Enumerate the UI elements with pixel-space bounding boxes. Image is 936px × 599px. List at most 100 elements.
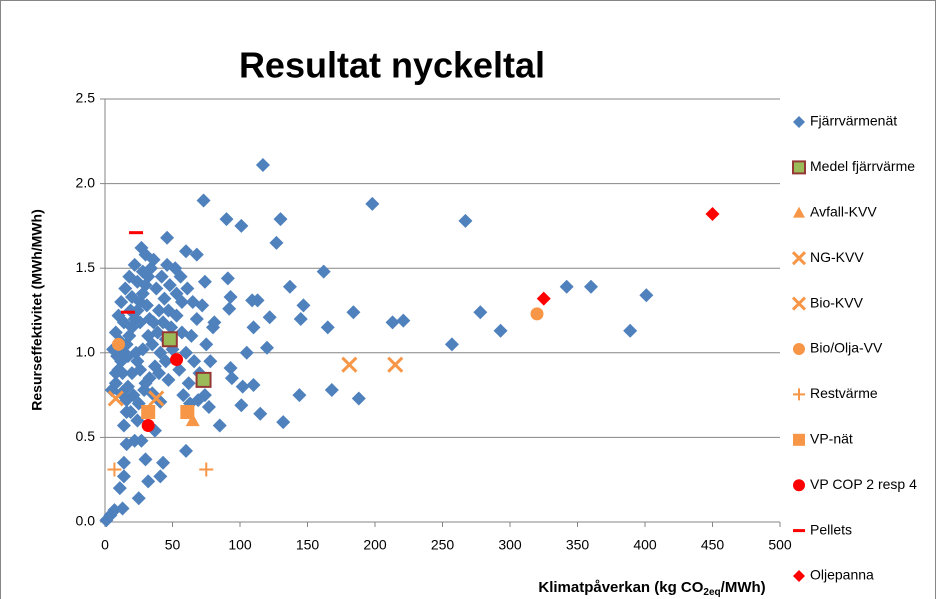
- marker: [141, 405, 156, 420]
- marker: [293, 311, 308, 326]
- x-axis-label-sub: 2eq: [703, 587, 720, 598]
- marker: [146, 252, 161, 267]
- marker: [246, 377, 261, 392]
- y-tick-label: 0.5: [76, 428, 96, 444]
- legend-label: NG-KVV: [810, 249, 864, 265]
- y-axis-label: Resurseffektivitet (MWh/MWh): [29, 209, 45, 410]
- x-tick-label: 0: [101, 537, 109, 553]
- marker: [135, 264, 150, 279]
- x-axis-label-part: /MWh): [721, 579, 766, 596]
- marker: [187, 354, 202, 369]
- marker: [157, 291, 172, 306]
- marker: [138, 452, 153, 467]
- x-tick-label: 500: [768, 537, 792, 553]
- x-axis-label: Klimatpåverkan (kg CO2eq/MWh): [538, 579, 765, 598]
- marker: [110, 349, 125, 364]
- marker: [473, 305, 488, 320]
- marker: [705, 207, 720, 222]
- marker: [791, 251, 807, 266]
- marker: [623, 323, 638, 338]
- marker: [131, 491, 146, 506]
- marker: [115, 501, 130, 516]
- marker: [793, 388, 805, 401]
- marker: [139, 298, 154, 313]
- marker: [316, 264, 331, 279]
- marker: [203, 354, 218, 369]
- marker: [792, 160, 806, 175]
- marker: [493, 323, 508, 338]
- marker: [179, 443, 193, 458]
- marker: [112, 337, 125, 351]
- marker: [220, 271, 235, 286]
- marker: [320, 320, 335, 335]
- marker: [150, 325, 165, 340]
- marker: [793, 433, 805, 446]
- marker: [224, 371, 239, 386]
- marker: [234, 398, 249, 413]
- marker: [282, 279, 297, 294]
- marker: [152, 366, 166, 381]
- marker: [793, 116, 805, 128]
- legend-label: VP-nät: [810, 431, 853, 447]
- marker: [141, 419, 155, 433]
- legend-label: Restvärme: [810, 385, 878, 401]
- marker: [119, 437, 134, 452]
- marker: [176, 388, 191, 403]
- marker: [206, 320, 220, 335]
- marker: [197, 274, 212, 289]
- marker: [387, 356, 404, 373]
- marker: [365, 196, 380, 211]
- marker: [158, 354, 173, 369]
- marker: [223, 361, 238, 376]
- marker: [130, 413, 145, 428]
- marker: [791, 296, 807, 311]
- marker: [116, 418, 131, 433]
- marker: [130, 274, 145, 289]
- marker: [195, 371, 212, 388]
- marker: [396, 313, 411, 328]
- y-tick-label: 0.0: [76, 513, 96, 529]
- marker: [153, 469, 168, 484]
- x-axis-label-part: Klimatpåverkan (kg CO: [538, 579, 703, 596]
- marker: [239, 345, 254, 360]
- marker: [107, 462, 122, 477]
- legend-label: VP COP 2 resp 4: [810, 476, 917, 492]
- marker: [346, 305, 361, 320]
- marker: [246, 320, 261, 335]
- x-tick-label: 200: [363, 537, 387, 553]
- marker: [351, 391, 366, 406]
- marker: [253, 406, 268, 421]
- legend-label: Fjärrvärmenät: [810, 113, 897, 129]
- marker: [324, 383, 339, 398]
- marker: [185, 295, 200, 310]
- marker: [108, 366, 123, 381]
- marker: [179, 345, 193, 360]
- marker: [133, 362, 148, 377]
- marker: [235, 379, 250, 394]
- x-tick-label: 250: [431, 537, 455, 553]
- marker: [201, 399, 216, 414]
- marker: [458, 213, 473, 228]
- marker: [169, 286, 184, 301]
- legend-label: Oljepanna: [810, 567, 874, 583]
- marker: [108, 376, 123, 391]
- marker: [223, 289, 238, 304]
- marker: [123, 303, 138, 318]
- legend-label: Bio-KVV: [810, 294, 864, 310]
- marker: [341, 356, 358, 373]
- x-tick-label: 150: [296, 537, 320, 553]
- x-tick-label: 450: [701, 537, 725, 553]
- marker: [219, 212, 234, 227]
- marker: [180, 405, 195, 420]
- marker: [149, 281, 164, 296]
- marker: [152, 303, 166, 318]
- marker: [793, 206, 805, 218]
- marker: [180, 281, 195, 296]
- marker: [141, 474, 156, 489]
- marker: [234, 218, 249, 233]
- marker: [179, 244, 193, 259]
- marker: [116, 315, 131, 330]
- marker: [292, 388, 307, 403]
